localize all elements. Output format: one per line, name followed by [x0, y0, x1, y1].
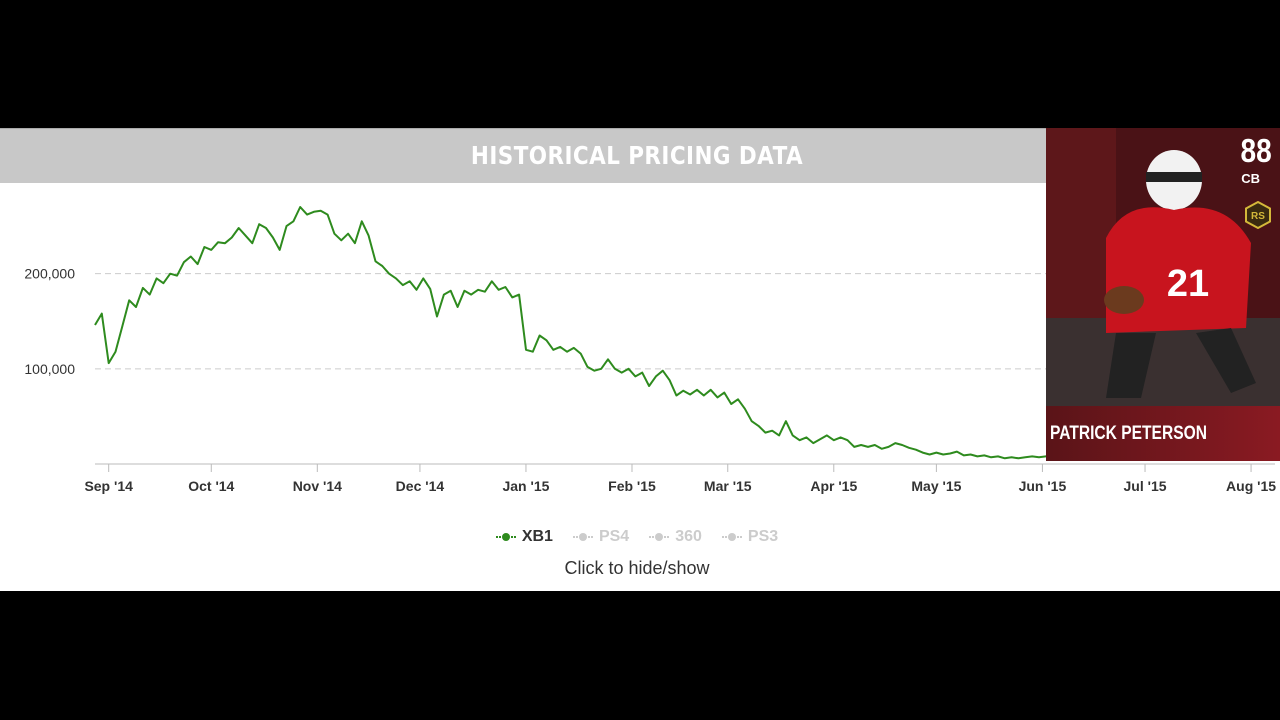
- x-tick-label: Nov '14: [293, 478, 342, 494]
- legend-label: PS3: [747, 528, 779, 545]
- legend-marker-icon: [649, 532, 670, 542]
- x-tick-label: Mar '15: [704, 478, 752, 494]
- x-tick-label: Jan '15: [502, 478, 549, 494]
- player-card: 21 88 CB RS PATRICK PETERSON: [1046, 128, 1280, 461]
- x-tick-label: Aug '15: [1226, 478, 1276, 494]
- x-tick-label: Sep '14: [84, 478, 133, 494]
- legend-marker-icon: [495, 532, 516, 542]
- series-line-xb1: [94, 206, 1081, 460]
- player-name: PATRICK PETERSON: [1050, 423, 1207, 444]
- y-tick-label: 100,000: [24, 361, 75, 377]
- legend-label: 360: [675, 528, 702, 545]
- price-chart: 100,000 200,000 Sep '14 Oct '14 Nov '14 Dec '…: [24, 206, 1276, 494]
- chart-header: [0, 128, 1046, 183]
- player-name-bar: PATRICK PETERSON: [1046, 406, 1280, 461]
- legend-label: XB1: [521, 528, 553, 545]
- legend-hint: Click to hide/show: [564, 558, 710, 578]
- legend-item-ps4[interactable]: PS4: [572, 528, 630, 546]
- y-tick-label: 200,000: [24, 266, 75, 282]
- x-tick-label: Oct '14: [188, 478, 234, 494]
- x-tick-label: Dec '14: [396, 478, 445, 494]
- chart-legend: XB1 PS4 360 PS3: [0, 528, 1274, 546]
- rs-badge-label: RS: [1251, 211, 1265, 222]
- legend-label: PS4: [598, 528, 630, 545]
- x-tick-label: Apr '15: [810, 478, 857, 494]
- x-tick-label: May '15: [911, 478, 961, 494]
- player-rating: 88: [1240, 132, 1272, 169]
- chart-title: HISTORICAL PRICING DATA: [470, 141, 804, 170]
- legend-item-ps3[interactable]: PS3: [721, 528, 779, 546]
- pricing-panel: HISTORICAL PRICING DATA 100,000 200,000 Se…: [0, 128, 1280, 591]
- player-position: CB: [1241, 171, 1260, 186]
- x-tick-label: Feb '15: [608, 478, 656, 494]
- legend-item-xb1[interactable]: XB1: [495, 528, 553, 546]
- rs-badge-icon: RS: [1245, 201, 1271, 229]
- x-tick-label: Jun '15: [1019, 478, 1067, 494]
- legend-marker-icon: [572, 532, 593, 542]
- x-tick-label: Jul '15: [1124, 478, 1167, 494]
- legend-item-360[interactable]: 360: [649, 528, 702, 546]
- player-photo: 21: [1046, 128, 1280, 406]
- legend-marker-icon: [721, 532, 742, 542]
- svg-text:21: 21: [1167, 263, 1209, 305]
